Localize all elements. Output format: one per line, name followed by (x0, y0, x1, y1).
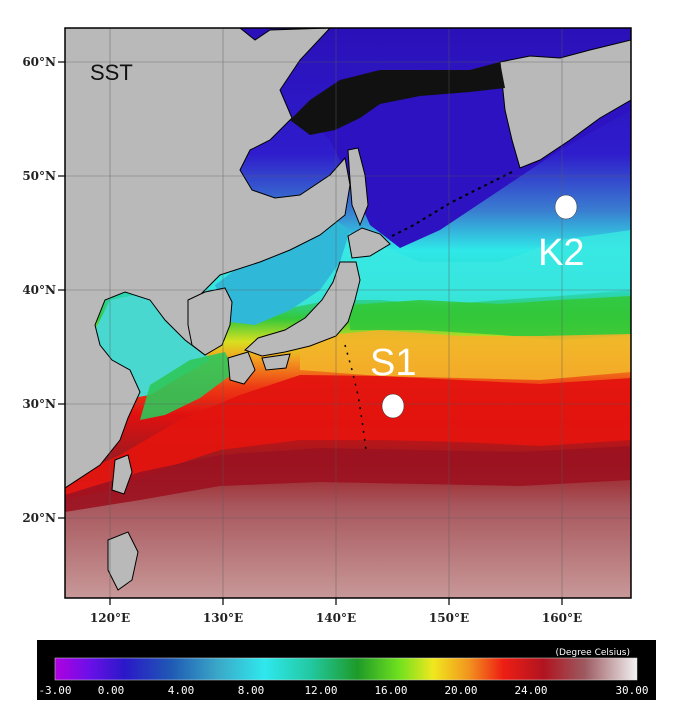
taiwan (111, 454, 133, 495)
lon-tick-130: 130°E (203, 611, 243, 625)
colorbar-unit: (Degree Celsius) (555, 648, 630, 658)
tropical-band (65, 446, 631, 512)
colorbar-tick: 20.00 (444, 684, 477, 697)
lon-tick-160: 160°E (542, 611, 582, 625)
colorbar-tick: 30.00 (615, 684, 648, 697)
colorbar-tick: 4.00 (168, 684, 195, 697)
sakhalin (347, 147, 369, 227)
station-s1-marker (381, 393, 405, 419)
transition-zone (350, 296, 631, 340)
colorbar-tick: 24.00 (514, 684, 547, 697)
north-coast (290, 62, 505, 135)
colorbar-tick: 12.00 (304, 684, 337, 697)
lat-tick-40: 40°N (22, 283, 56, 297)
colorbar-tick: -3.00 (38, 684, 71, 697)
kuroshio-extension-warm (300, 330, 631, 380)
tick-marks (58, 61, 563, 605)
shikoku (261, 353, 291, 371)
lon-tick-140: 140°E (316, 611, 356, 625)
luzon (107, 531, 139, 591)
subtropical-warm-water (65, 375, 631, 500)
lon-tick-120: 120°E (90, 611, 130, 625)
kuril-islands (391, 171, 513, 237)
station-k2-label: K2 (538, 232, 584, 274)
colorbar-tick: 16.00 (374, 684, 407, 697)
lat-tick-50: 50°N (22, 169, 56, 183)
lon-tick-150: 150°E (429, 611, 469, 625)
map-frame (64, 27, 632, 599)
colorbar-tick: 8.00 (238, 684, 265, 697)
map-title: SST (90, 60, 133, 85)
map-plot-area (65, 28, 631, 598)
izu-bonin-islands (344, 344, 367, 451)
asian-continent (65, 28, 351, 489)
lat-tick-30: 30°N (22, 397, 56, 411)
lat-tick-20: 20°N (22, 511, 56, 525)
kyushu (227, 351, 256, 385)
station-s1-label: S1 (370, 342, 416, 384)
station-k2-marker (554, 194, 578, 220)
kamchatka (499, 39, 631, 169)
colorbar-tick: 0.00 (98, 684, 125, 697)
hokkaido (347, 227, 391, 259)
colorbar-scale (54, 657, 638, 681)
graticule (65, 28, 631, 598)
sea-of-japan (215, 220, 350, 325)
east-china-sea (140, 352, 235, 420)
lat-tick-60: 60°N (22, 55, 56, 69)
colorbar: (Degree Celsius) -3.00 0.00 4.00 8.00 12… (37, 640, 656, 700)
